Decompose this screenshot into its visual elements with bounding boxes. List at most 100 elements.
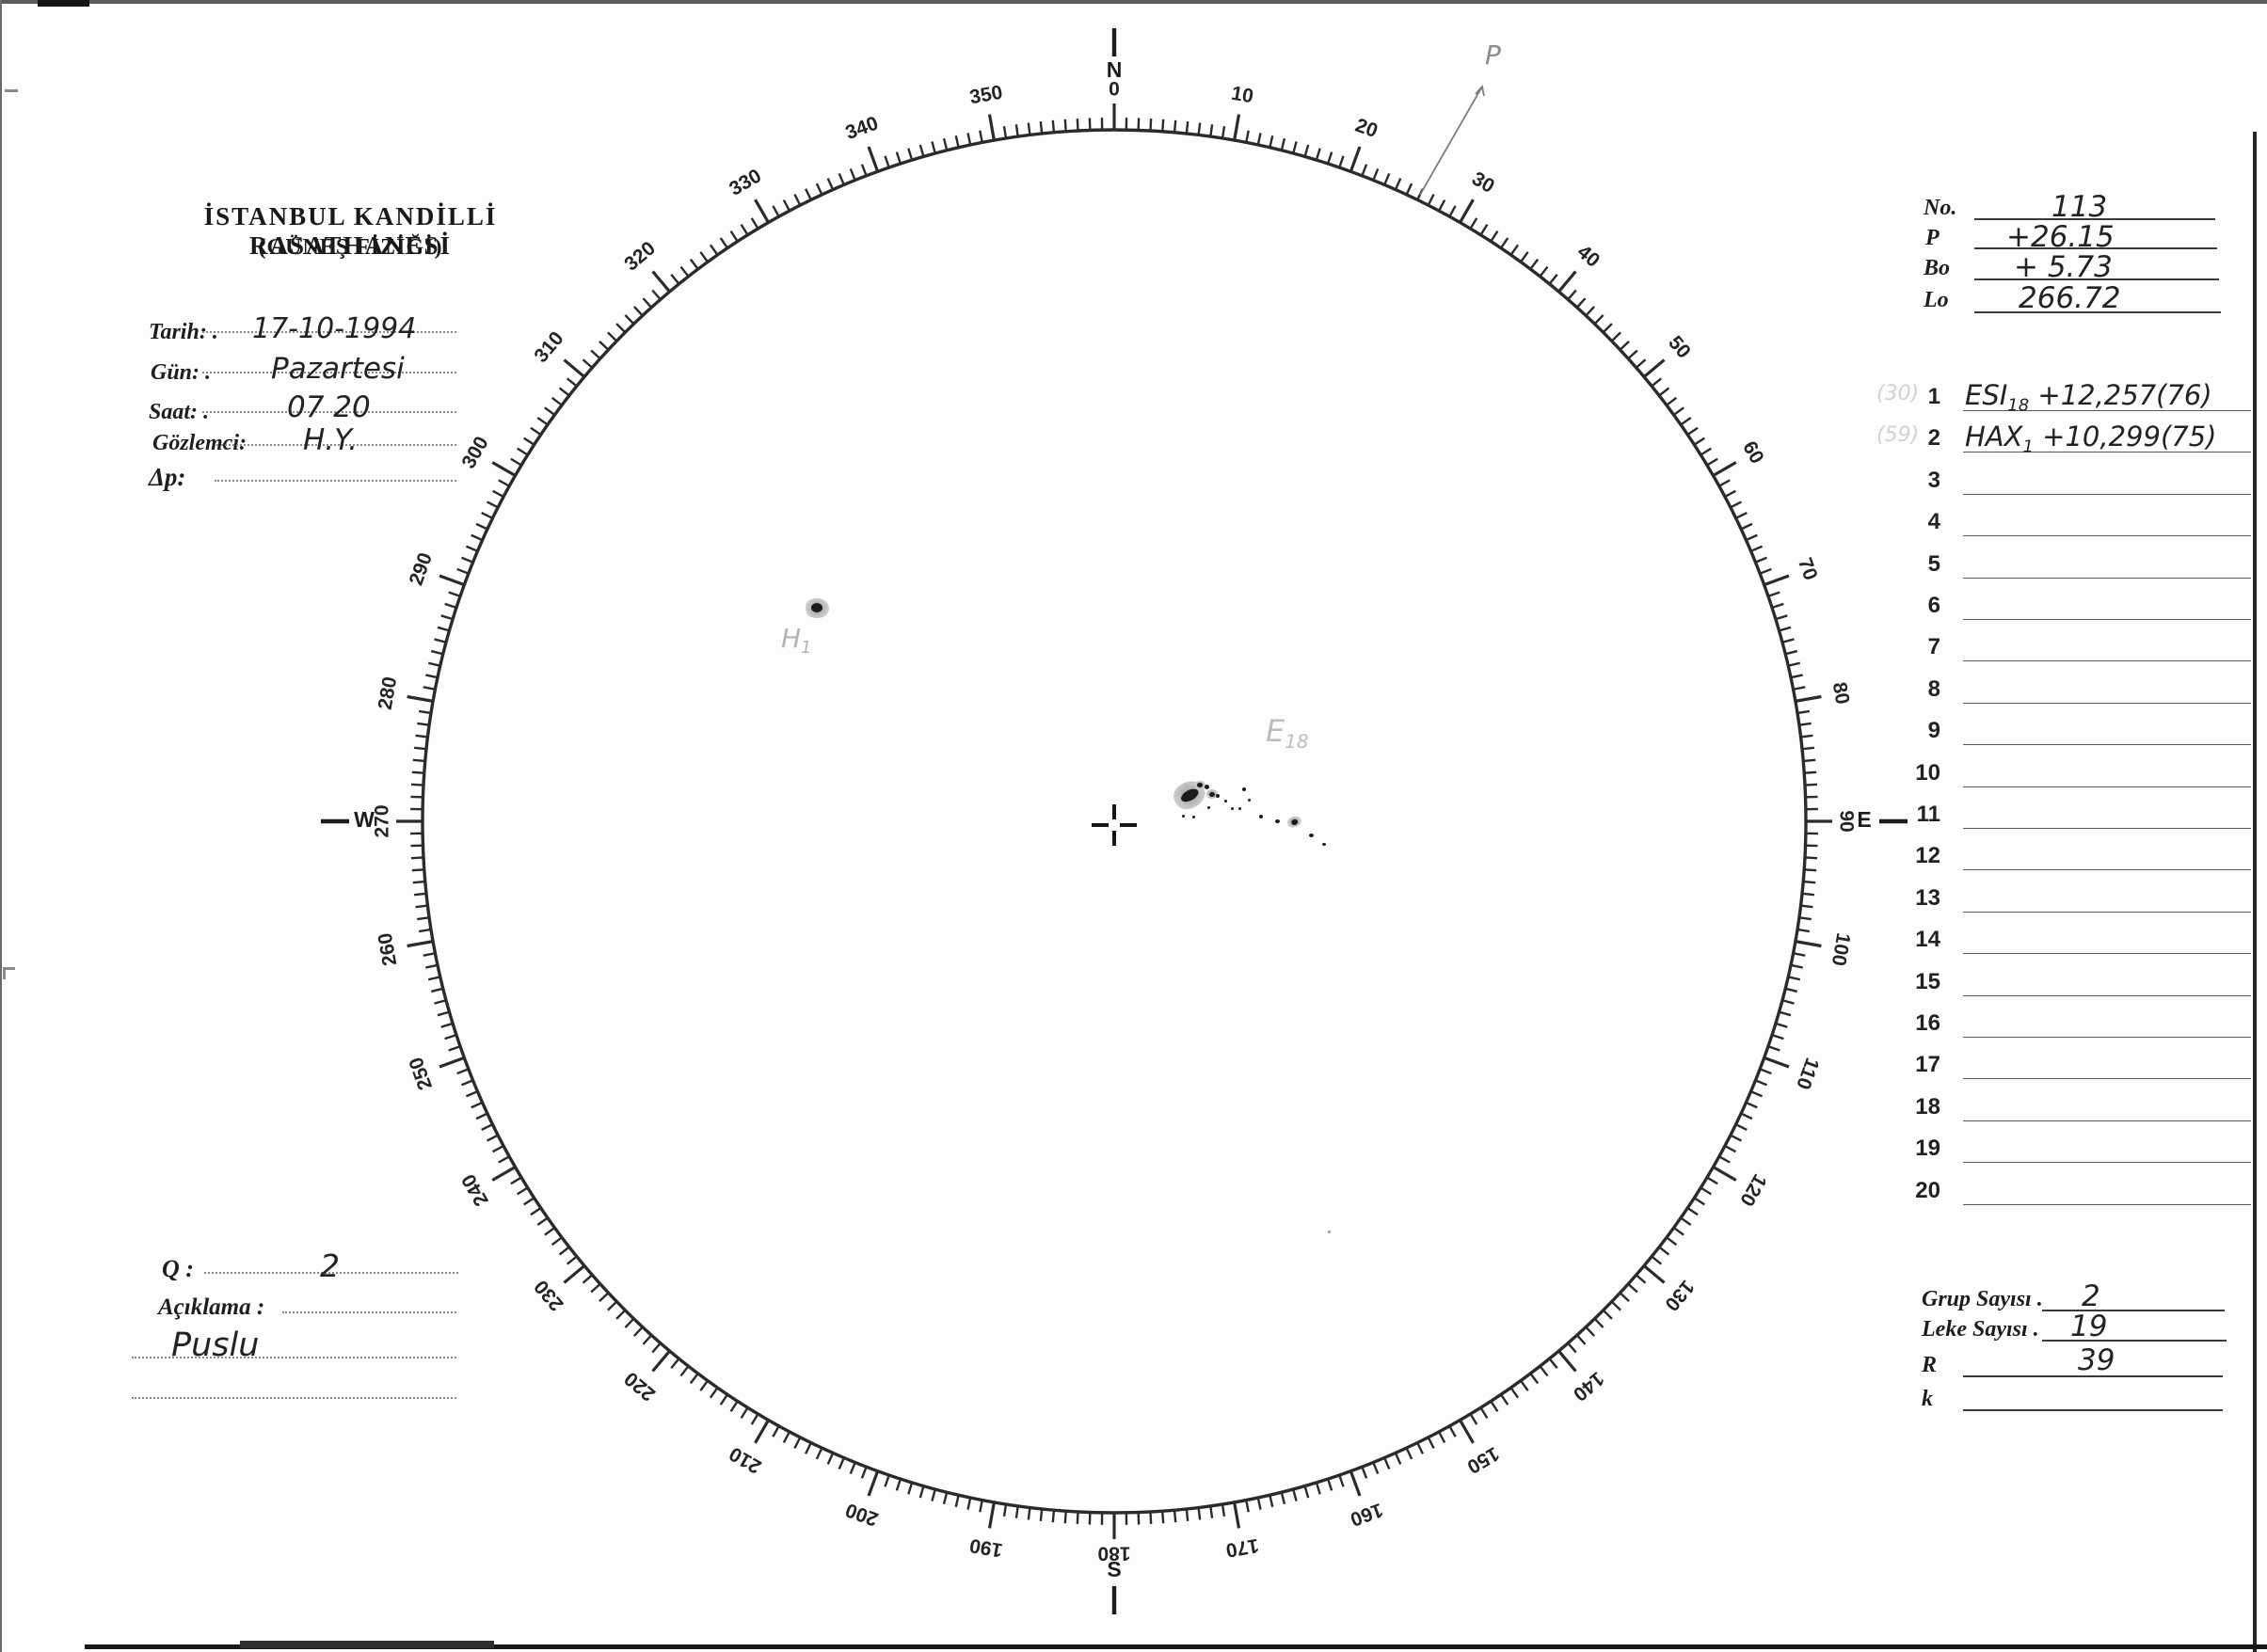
- q-value: 2: [320, 1247, 340, 1284]
- degree-tick-minor: [1149, 1511, 1153, 1525]
- degree-tick-major: [563, 358, 585, 378]
- degree-tick-minor: [709, 1387, 719, 1399]
- degree-tick-minor: [942, 1491, 949, 1505]
- degree-tick-minor: [1161, 119, 1165, 132]
- degree-tick-minor: [1585, 1326, 1596, 1337]
- degree-tick-minor: [1803, 758, 1816, 763]
- degree-tick-minor: [651, 289, 662, 301]
- degree-tick-minor: [1627, 1282, 1638, 1294]
- list-row-line: [1963, 410, 2251, 411]
- degree-tick-minor: [1787, 976, 1801, 981]
- list-row-line: [1963, 1162, 2251, 1164]
- degree-tick-minor: [1781, 999, 1795, 1005]
- degree-label-20: 20: [1352, 115, 1381, 143]
- degree-tick-minor: [1326, 1478, 1333, 1491]
- sunspot-with-penumbra: [1206, 789, 1218, 799]
- degree-tick-minor: [1666, 1236, 1678, 1247]
- p-label: P: [1925, 226, 1940, 250]
- degree-tick-minor: [709, 244, 719, 256]
- degree-tick-minor: [719, 1393, 728, 1406]
- note-line2: [132, 1397, 456, 1399]
- entry-measurement: +10,299(75): [2033, 421, 2217, 453]
- degree-label-110: 110: [1792, 1055, 1823, 1092]
- degree-tick-major: [867, 1470, 880, 1497]
- degree-tick-minor: [1693, 437, 1705, 446]
- degree-tick-minor: [615, 323, 627, 334]
- degree-tick-minor: [632, 1326, 644, 1337]
- list-row-number: 20: [1915, 1177, 1940, 1203]
- leke-sayisi-line: [2042, 1340, 2227, 1342]
- degree-tick-minor: [1755, 556, 1767, 564]
- degree-tick-major: [1712, 1166, 1737, 1182]
- list-row-number: 17: [1915, 1052, 1940, 1078]
- degree-tick-major: [987, 114, 996, 141]
- degree-tick-minor: [599, 1292, 610, 1303]
- degree-tick-minor: [615, 1309, 627, 1320]
- degree-tick-minor: [1256, 1497, 1262, 1510]
- list-row-line: [1963, 1203, 2251, 1205]
- degree-label-130: 130: [1660, 1276, 1698, 1315]
- degree-tick-minor: [461, 1079, 473, 1087]
- list-row-line: [1963, 1120, 2251, 1121]
- degree-tick-major: [1557, 1350, 1577, 1373]
- degree-tick-minor: [1479, 224, 1489, 236]
- aciklama-label: Açıklama :: [158, 1295, 265, 1320]
- r-value: 39: [2078, 1343, 2115, 1377]
- cardinal-degree-0: 0: [1109, 79, 1120, 101]
- degree-tick-minor: [1303, 144, 1310, 157]
- degree-tick-minor: [750, 217, 759, 230]
- degree-tick-minor: [1804, 783, 1818, 786]
- degree-tick-minor: [1361, 164, 1368, 177]
- degree-label-190: 190: [968, 1534, 1005, 1562]
- degree-tick-minor: [907, 1482, 914, 1495]
- degree-tick-minor: [1539, 265, 1549, 278]
- degree-tick-major: [1764, 1056, 1790, 1069]
- sunspot-umbra: [1308, 834, 1314, 837]
- degree-tick-minor: [1039, 120, 1044, 135]
- list-row-number: 19: [1915, 1136, 1940, 1162]
- degree-tick-major: [439, 574, 465, 587]
- cardinal-degree-90: 90: [1835, 810, 1857, 832]
- degree-tick-minor: [1567, 289, 1577, 301]
- degree-tick-minor: [966, 133, 972, 146]
- cardinal-degree-270: 270: [372, 804, 393, 837]
- list-row-line: [1963, 1037, 2251, 1038]
- degree-tick-minor: [566, 377, 578, 388]
- degree-tick-minor: [1658, 1246, 1670, 1256]
- degree-tick-minor: [1718, 479, 1731, 487]
- degree-tick-minor: [1706, 1176, 1718, 1185]
- list-row-number: 11: [1916, 802, 1940, 827]
- list-row-line: [1963, 744, 2251, 746]
- degree-tick-minor: [1796, 928, 1810, 933]
- degree-tick-minor: [979, 1500, 983, 1513]
- degree-tick-minor: [1292, 141, 1298, 154]
- degree-tick-minor: [607, 331, 618, 342]
- leke-sayisi-label: Leke Sayısı .: [1922, 1317, 2039, 1342]
- degree-tick-minor: [1735, 512, 1748, 519]
- sunspot-umbra: [1327, 1230, 1331, 1233]
- bo-value: + 5.73: [2014, 250, 2113, 284]
- degree-tick-minor: [954, 135, 960, 149]
- degree-tick-minor: [699, 1379, 709, 1391]
- sunspot-with-penumbra: [1194, 780, 1205, 789]
- degree-tick-major: [754, 1419, 770, 1444]
- gozlemci-value: H.Y.: [303, 423, 358, 457]
- degree-tick-minor: [517, 1186, 529, 1196]
- degree-tick-minor: [1548, 273, 1558, 285]
- degree-label-250: 250: [406, 1055, 438, 1093]
- degree-tick-major: [439, 1056, 465, 1069]
- list-row-faint-prefix: (59): [1876, 423, 1920, 448]
- degree-tick-minor: [551, 396, 563, 406]
- degree-tick-minor: [475, 522, 488, 531]
- degree-tick-major: [491, 461, 517, 477]
- degree-tick-major: [651, 270, 671, 293]
- scan-mark-left2: [3, 967, 15, 979]
- degree-tick-minor: [1793, 686, 1806, 691]
- degree-label-220: 220: [620, 1367, 660, 1405]
- aciklama-line: [282, 1311, 456, 1313]
- degree-tick-minor: [1798, 916, 1812, 921]
- degree-tick-minor: [805, 188, 812, 200]
- degree-tick-minor: [1014, 1505, 1019, 1518]
- list-row-line: [1963, 535, 2251, 537]
- page-title: İSTANBUL KANDİLLİ RASATHANESİ: [203, 202, 498, 260]
